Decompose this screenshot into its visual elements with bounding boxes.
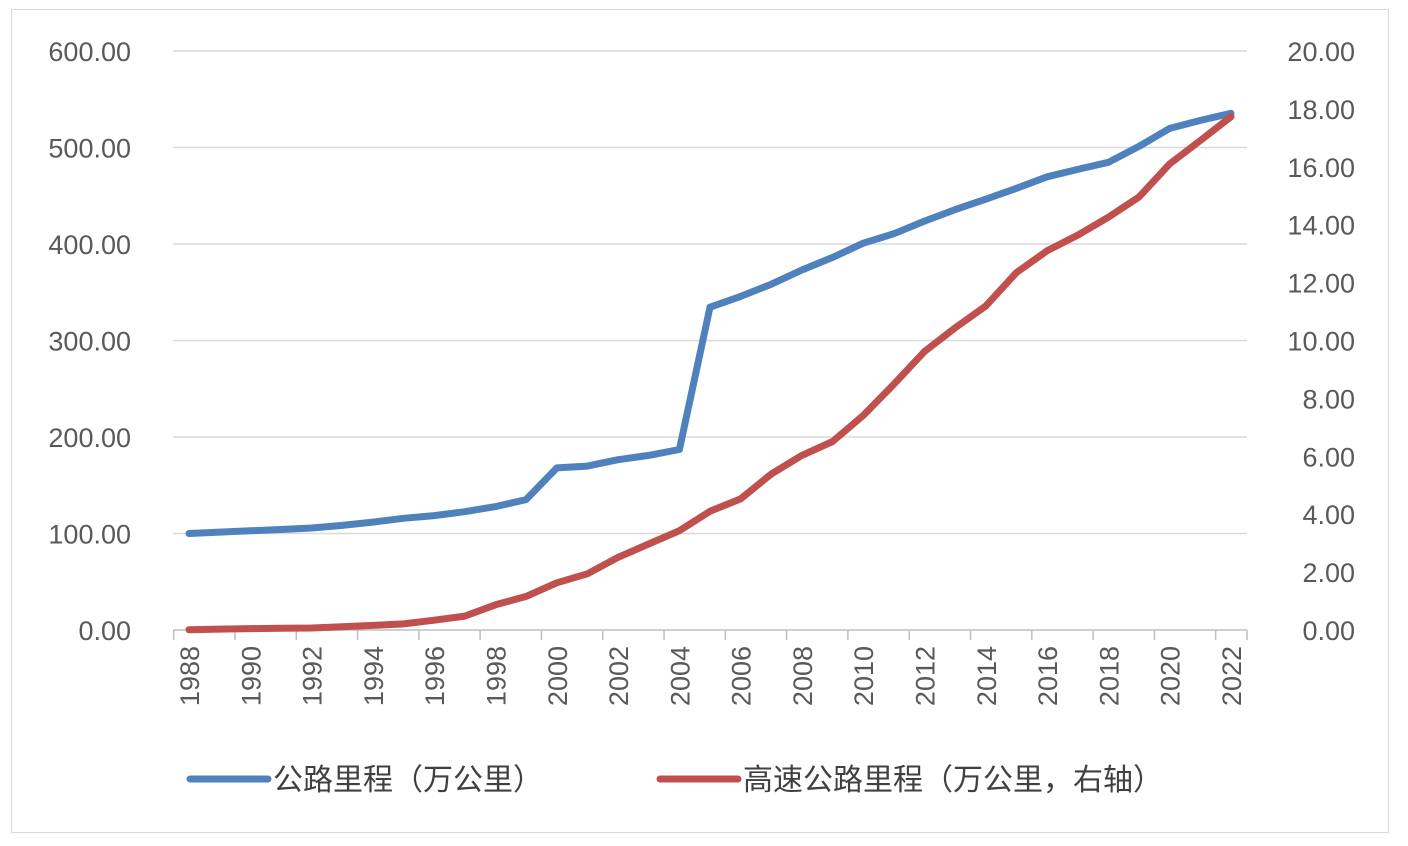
- legend-label: 高速公路里程（万公里，右轴）: [743, 763, 1163, 798]
- x-tick-label: 2018: [1094, 646, 1124, 706]
- x-tick-label: 2020: [1156, 646, 1186, 706]
- left-tick-label: 400.00: [48, 230, 131, 260]
- x-tick-label: 2012: [911, 646, 941, 706]
- right-tick-label: 10.00: [1287, 327, 1355, 357]
- gridlines: [173, 50, 1247, 535]
- x-tick-label: 2000: [543, 646, 573, 706]
- left-tick-label: 0.00: [78, 616, 131, 646]
- x-tick-label: 2002: [604, 646, 634, 706]
- right-tick-label: 4.00: [1302, 500, 1355, 530]
- x-tick-label: 1998: [481, 646, 511, 706]
- x-tick-label: 1992: [298, 646, 328, 706]
- series-line-expressway-mileage: [185, 113, 1235, 634]
- right-tick-label: 8.00: [1302, 384, 1355, 414]
- legend: 公路里程（万公里） 高速公路里程（万公里，右轴）: [186, 763, 1163, 798]
- x-tick-label: 2010: [849, 646, 879, 706]
- left-tick-label: 100.00: [48, 520, 131, 550]
- right-tick-label: 18.00: [1287, 95, 1355, 125]
- right-tick-label: 6.00: [1302, 442, 1355, 472]
- right-tick-label: 14.00: [1287, 211, 1355, 241]
- right-tick-label: 16.00: [1287, 153, 1355, 183]
- x-tick-label: 2004: [665, 646, 695, 706]
- chart-frame: [11, 9, 1389, 833]
- x-axis: 1988 1990 1992 1994 1996 1998 2000 2002 2004 2006…: [172, 629, 1248, 706]
- x-tick-label: 2022: [1217, 646, 1247, 706]
- x-tick-label: 1994: [359, 646, 389, 706]
- x-tick-label: 1996: [420, 646, 450, 706]
- left-tick-label: 500.00: [48, 134, 131, 164]
- right-axis-labels: 0.00 2.00 4.00 6.00 8.00 10.00 12.00 14.00 16.00…: [1287, 37, 1355, 646]
- series-line-highway-mileage: [185, 109, 1235, 537]
- left-tick-label: 200.00: [48, 423, 131, 453]
- x-tick-label: 2006: [727, 646, 757, 706]
- series-lines: [185, 109, 1235, 634]
- x-tick-label: 1990: [236, 646, 266, 706]
- x-tick-label: 2016: [1033, 646, 1063, 706]
- right-tick-label: 12.00: [1287, 269, 1355, 299]
- right-tick-label: 20.00: [1287, 37, 1355, 67]
- left-tick-label: 300.00: [48, 327, 131, 357]
- right-tick-label: 2.00: [1302, 558, 1355, 588]
- right-tick-label: 0.00: [1302, 616, 1355, 646]
- x-tick-label: 2014: [972, 646, 1002, 706]
- left-tick-label: 600.00: [48, 37, 131, 67]
- x-tick-label: 1988: [175, 646, 205, 706]
- legend-label: 公路里程（万公里）: [273, 763, 543, 798]
- x-tick-label: 2008: [788, 646, 818, 706]
- left-axis-labels: 0.00 100.00 200.00 300.00 400.00 500.00 600.00: [48, 37, 131, 646]
